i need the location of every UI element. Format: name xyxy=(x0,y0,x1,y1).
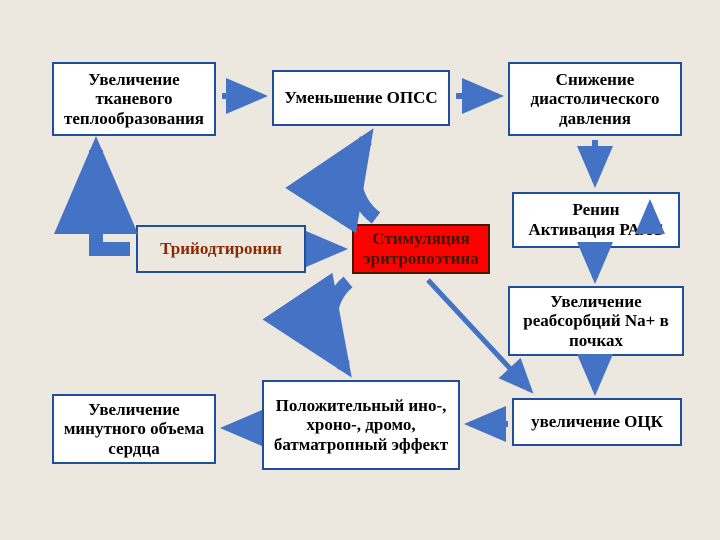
node-label: Ренин xyxy=(572,200,619,220)
node-minute-volume: Увеличение минутного объема сердца xyxy=(52,394,216,464)
diagram-canvas: Увеличение тканевого теплообразования Ум… xyxy=(0,0,720,540)
node-diastolic-decrease: Снижение диастолического давления xyxy=(508,62,682,136)
node-label: Стимуляция эритропоэтина xyxy=(360,229,482,268)
node-positive-effect: Положительный ино-, хроно-, дромо, батма… xyxy=(262,380,460,470)
node-label: Положительный ино-, хроно-, дромо, батма… xyxy=(270,396,452,455)
node-label: Снижение диастолического давления xyxy=(516,70,674,129)
node-raas: Ренин Активация РААС xyxy=(512,192,680,248)
node-label: Уменьшение ОПСС xyxy=(284,88,437,108)
node-heat-increase: Увеличение тканевого теплообразования xyxy=(52,62,216,136)
node-label: Увеличение реабсорбций Na+ в почках xyxy=(516,292,676,351)
node-label: Трийодтиронин xyxy=(160,239,282,259)
node-triiodothyronine: Трийодтиронин xyxy=(136,225,306,273)
node-label: Активация РААС xyxy=(528,220,663,240)
node-label: Увеличение минутного объема сердца xyxy=(60,400,208,459)
node-ock-increase: увеличение ОЦК xyxy=(512,398,682,446)
node-na-reabsorb: Увеличение реабсорбций Na+ в почках xyxy=(508,286,684,356)
node-label: Увеличение тканевого теплообразования xyxy=(60,70,208,129)
node-label: увеличение ОЦК xyxy=(531,412,663,432)
node-erythropoietin: Стимуляция эритропоэтина xyxy=(352,224,490,274)
node-opss-decrease: Уменьшение ОПСС xyxy=(272,70,450,126)
